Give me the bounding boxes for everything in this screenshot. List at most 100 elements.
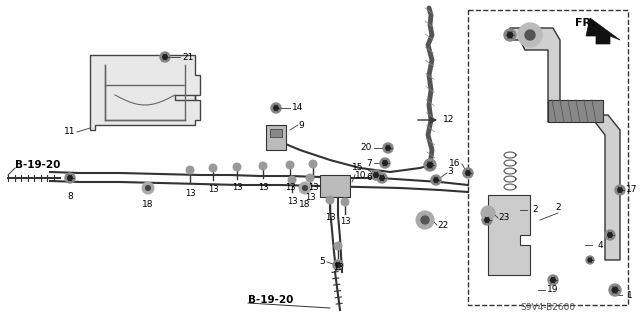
Text: S9V4-B2600: S9V4-B2600	[520, 303, 575, 313]
Text: 22: 22	[437, 220, 448, 229]
Circle shape	[336, 263, 340, 267]
Circle shape	[431, 175, 441, 185]
Text: 18: 18	[300, 200, 311, 209]
Circle shape	[288, 176, 296, 184]
Text: 7: 7	[366, 159, 372, 167]
Circle shape	[508, 32, 513, 38]
Text: 14: 14	[292, 103, 303, 113]
Circle shape	[383, 143, 393, 153]
Circle shape	[146, 186, 150, 190]
Text: 23: 23	[498, 213, 509, 222]
Circle shape	[608, 233, 612, 237]
Text: 13: 13	[308, 183, 318, 192]
Circle shape	[65, 173, 75, 183]
Circle shape	[504, 29, 516, 41]
Circle shape	[271, 103, 281, 113]
Circle shape	[588, 258, 592, 262]
Text: 13: 13	[324, 213, 335, 222]
Circle shape	[160, 52, 170, 62]
Circle shape	[484, 218, 489, 222]
Circle shape	[482, 215, 492, 225]
Circle shape	[371, 170, 381, 180]
Bar	[468, 10, 628, 305]
Text: 2: 2	[555, 203, 561, 212]
Bar	[320, 175, 350, 197]
Text: 13: 13	[208, 186, 218, 195]
Polygon shape	[488, 195, 530, 275]
Text: 6: 6	[366, 174, 372, 182]
Circle shape	[303, 186, 307, 190]
Text: FR.: FR.	[575, 18, 595, 28]
Circle shape	[548, 275, 558, 285]
Text: 20: 20	[360, 144, 372, 152]
Bar	[270, 129, 282, 137]
Circle shape	[609, 284, 621, 296]
Circle shape	[434, 178, 438, 182]
Text: 8: 8	[67, 192, 73, 201]
Text: 2: 2	[532, 205, 538, 214]
Circle shape	[377, 173, 387, 183]
Text: 15: 15	[351, 164, 363, 173]
Circle shape	[274, 106, 278, 110]
Circle shape	[380, 176, 384, 180]
Circle shape	[551, 278, 556, 282]
Circle shape	[525, 30, 535, 40]
Circle shape	[428, 162, 433, 168]
Text: 4: 4	[597, 241, 603, 249]
Circle shape	[233, 163, 241, 171]
Circle shape	[615, 185, 625, 195]
Circle shape	[259, 162, 267, 170]
Text: 13: 13	[305, 194, 316, 203]
Bar	[266, 125, 286, 150]
Circle shape	[299, 182, 311, 194]
Polygon shape	[510, 28, 620, 260]
Circle shape	[326, 196, 334, 204]
Circle shape	[309, 160, 317, 168]
Circle shape	[68, 176, 72, 180]
Circle shape	[142, 182, 154, 194]
Text: 1: 1	[627, 291, 633, 300]
Text: 16: 16	[449, 159, 460, 167]
Text: 13: 13	[340, 218, 350, 226]
Circle shape	[605, 230, 615, 240]
Circle shape	[481, 206, 495, 220]
Circle shape	[383, 161, 387, 165]
Text: 13: 13	[285, 183, 295, 192]
Text: 12: 12	[443, 115, 454, 124]
Circle shape	[380, 158, 390, 168]
Text: 17: 17	[627, 186, 637, 195]
Circle shape	[463, 168, 473, 178]
Text: 5: 5	[319, 257, 325, 266]
Text: 21: 21	[182, 53, 193, 62]
Circle shape	[421, 216, 429, 224]
Circle shape	[334, 242, 342, 250]
Polygon shape	[90, 55, 200, 130]
Circle shape	[374, 173, 378, 177]
Text: 13: 13	[287, 197, 298, 206]
Polygon shape	[586, 18, 620, 44]
Circle shape	[333, 260, 343, 270]
Text: 3: 3	[447, 167, 452, 176]
Text: 9: 9	[298, 121, 304, 130]
Circle shape	[186, 166, 194, 174]
Bar	[548, 100, 603, 122]
Text: 11: 11	[63, 128, 75, 137]
Text: 13: 13	[258, 183, 268, 192]
Circle shape	[586, 256, 594, 264]
Circle shape	[209, 164, 217, 172]
Circle shape	[416, 211, 434, 229]
Text: B-19-20: B-19-20	[15, 160, 60, 170]
Circle shape	[618, 188, 622, 192]
Circle shape	[518, 23, 542, 47]
Circle shape	[386, 146, 390, 150]
Text: 18: 18	[142, 200, 154, 209]
Circle shape	[612, 287, 618, 293]
Text: 13: 13	[333, 263, 343, 272]
Circle shape	[424, 159, 436, 171]
Circle shape	[163, 55, 167, 59]
Text: 10: 10	[355, 170, 367, 180]
Circle shape	[341, 198, 349, 206]
Text: 13: 13	[185, 189, 195, 197]
Text: 19: 19	[547, 286, 559, 294]
Circle shape	[466, 171, 470, 175]
